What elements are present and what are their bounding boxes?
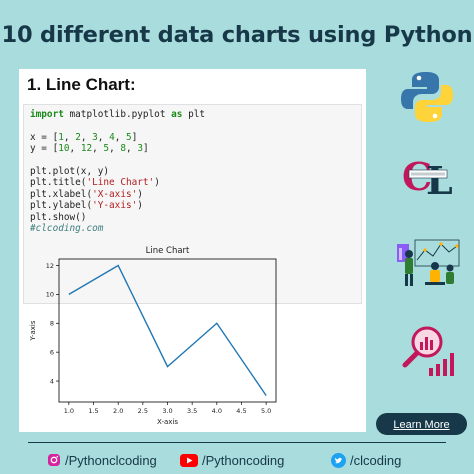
youtube-link[interactable]: /Pythoncoding xyxy=(180,450,284,470)
footer-divider xyxy=(28,442,446,443)
code-token: 8 xyxy=(120,143,127,155)
y-tick-label: 10 xyxy=(46,291,54,299)
code-text: import matplotlib.pyplot as plt x = [1, … xyxy=(30,109,205,234)
code-token: , xyxy=(109,143,121,155)
x-tick-label: 2.0 xyxy=(113,407,123,415)
x-axis-ticks: 1.0 1.5 2.0 2.5 3.0 3.5 4.0 4.5 5.0 xyxy=(64,402,271,415)
python-logo-icon xyxy=(401,72,453,122)
code-token: 5 xyxy=(103,143,110,155)
card-title: 1. Line Chart: xyxy=(27,75,136,94)
code-token: ) xyxy=(137,200,143,212)
code-token: 'Y-axis' xyxy=(92,200,138,212)
x-tick-label: 5.0 xyxy=(261,407,271,415)
x-tick-label: 1.0 xyxy=(64,407,74,415)
y-tick-label: 12 xyxy=(46,262,54,270)
code-token: plt.ylabel( xyxy=(30,200,93,212)
x-tick-label: 3.5 xyxy=(187,407,197,415)
code-token: ] xyxy=(142,143,149,155)
code-block: import matplotlib.pyplot as plt x = [1, … xyxy=(23,104,362,304)
code-token: import xyxy=(30,109,64,120)
series-line xyxy=(68,264,267,396)
svg-text:L: L xyxy=(426,158,453,200)
code-token: 10 xyxy=(58,143,70,155)
code-token: 12 xyxy=(80,143,93,155)
code-token: x = [ xyxy=(30,131,59,143)
code-token: plt.show() xyxy=(30,211,87,223)
code-token: plt.plot(x, y) xyxy=(30,166,110,178)
y-tick-label: 6 xyxy=(50,348,54,356)
twitter-icon xyxy=(331,452,346,468)
instagram-link[interactable]: /Pythonclcoding xyxy=(47,450,157,470)
y-axis-ticks: 4 6 8 10 12 xyxy=(46,262,59,385)
x-tick-label: 2.5 xyxy=(138,407,148,415)
page-headline: 10 different data charts using Python xyxy=(1,22,473,48)
line-chart: Line Chart 1.0 1.5 2.0 2.5 3.0 3.5 4.0 4.5 5.0 4… xyxy=(29,246,277,426)
code-token: ) xyxy=(154,177,160,189)
youtube-icon xyxy=(180,453,198,467)
twitter-handle: /clcoding xyxy=(350,452,402,468)
learn-more-button[interactable]: Learn More xyxy=(376,413,467,435)
x-tick-label: 3.0 xyxy=(162,407,172,415)
line-chart-card: 1. Line Chart: import matplotlib.pyplot … xyxy=(19,69,366,432)
x-tick-label: 1.5 xyxy=(88,407,98,415)
series-points xyxy=(68,265,267,396)
code-token: , xyxy=(80,131,93,143)
code-token: plt xyxy=(182,109,205,120)
instagram-icon xyxy=(48,454,60,466)
code-token: , xyxy=(92,143,104,155)
code-token: ] xyxy=(131,131,138,143)
code-token: as xyxy=(171,109,183,120)
code-token: , xyxy=(97,131,110,143)
code-token: #clcoding.com xyxy=(30,223,104,235)
code-token: plt.xlabel( xyxy=(30,188,93,200)
x-axis-label: X-axis xyxy=(157,418,178,426)
code-token: , xyxy=(63,131,76,143)
code-token: 5 xyxy=(126,131,132,143)
code-token: ) xyxy=(137,188,143,200)
magnifier-chart-icon xyxy=(402,326,454,376)
code-token: y = [ xyxy=(30,143,59,155)
y-tick-label: 8 xyxy=(50,320,54,328)
code-token: 2 xyxy=(75,131,81,143)
youtube-handle: /Pythoncoding xyxy=(202,452,285,468)
code-token: 1 xyxy=(58,131,64,143)
data-analytics-illustration-icon xyxy=(397,239,460,286)
code-token: 3 xyxy=(137,143,143,155)
code-token: , xyxy=(114,131,127,143)
x-tick-label: 4.0 xyxy=(212,407,222,415)
clcoding-logo-icon: C L xyxy=(402,154,453,200)
code-token: 4 xyxy=(109,131,115,143)
code-token: , xyxy=(69,143,81,155)
code-token: plt.title( xyxy=(30,177,87,189)
twitter-link[interactable]: /clcoding xyxy=(331,450,401,470)
y-tick-label: 4 xyxy=(50,377,54,385)
instagram-handle: /Pythonclcoding xyxy=(65,452,157,468)
y-axis-label: Y-axis xyxy=(29,320,37,341)
code-token: 'X-axis' xyxy=(92,188,138,200)
x-tick-label: 4.5 xyxy=(236,407,246,415)
code-token: , xyxy=(126,143,138,155)
code-token: matplotlib.pyplot xyxy=(63,109,172,120)
code-token: 3 xyxy=(92,131,98,143)
chart-title: Line Chart xyxy=(146,246,190,256)
code-token: 'Line Chart' xyxy=(86,177,155,189)
